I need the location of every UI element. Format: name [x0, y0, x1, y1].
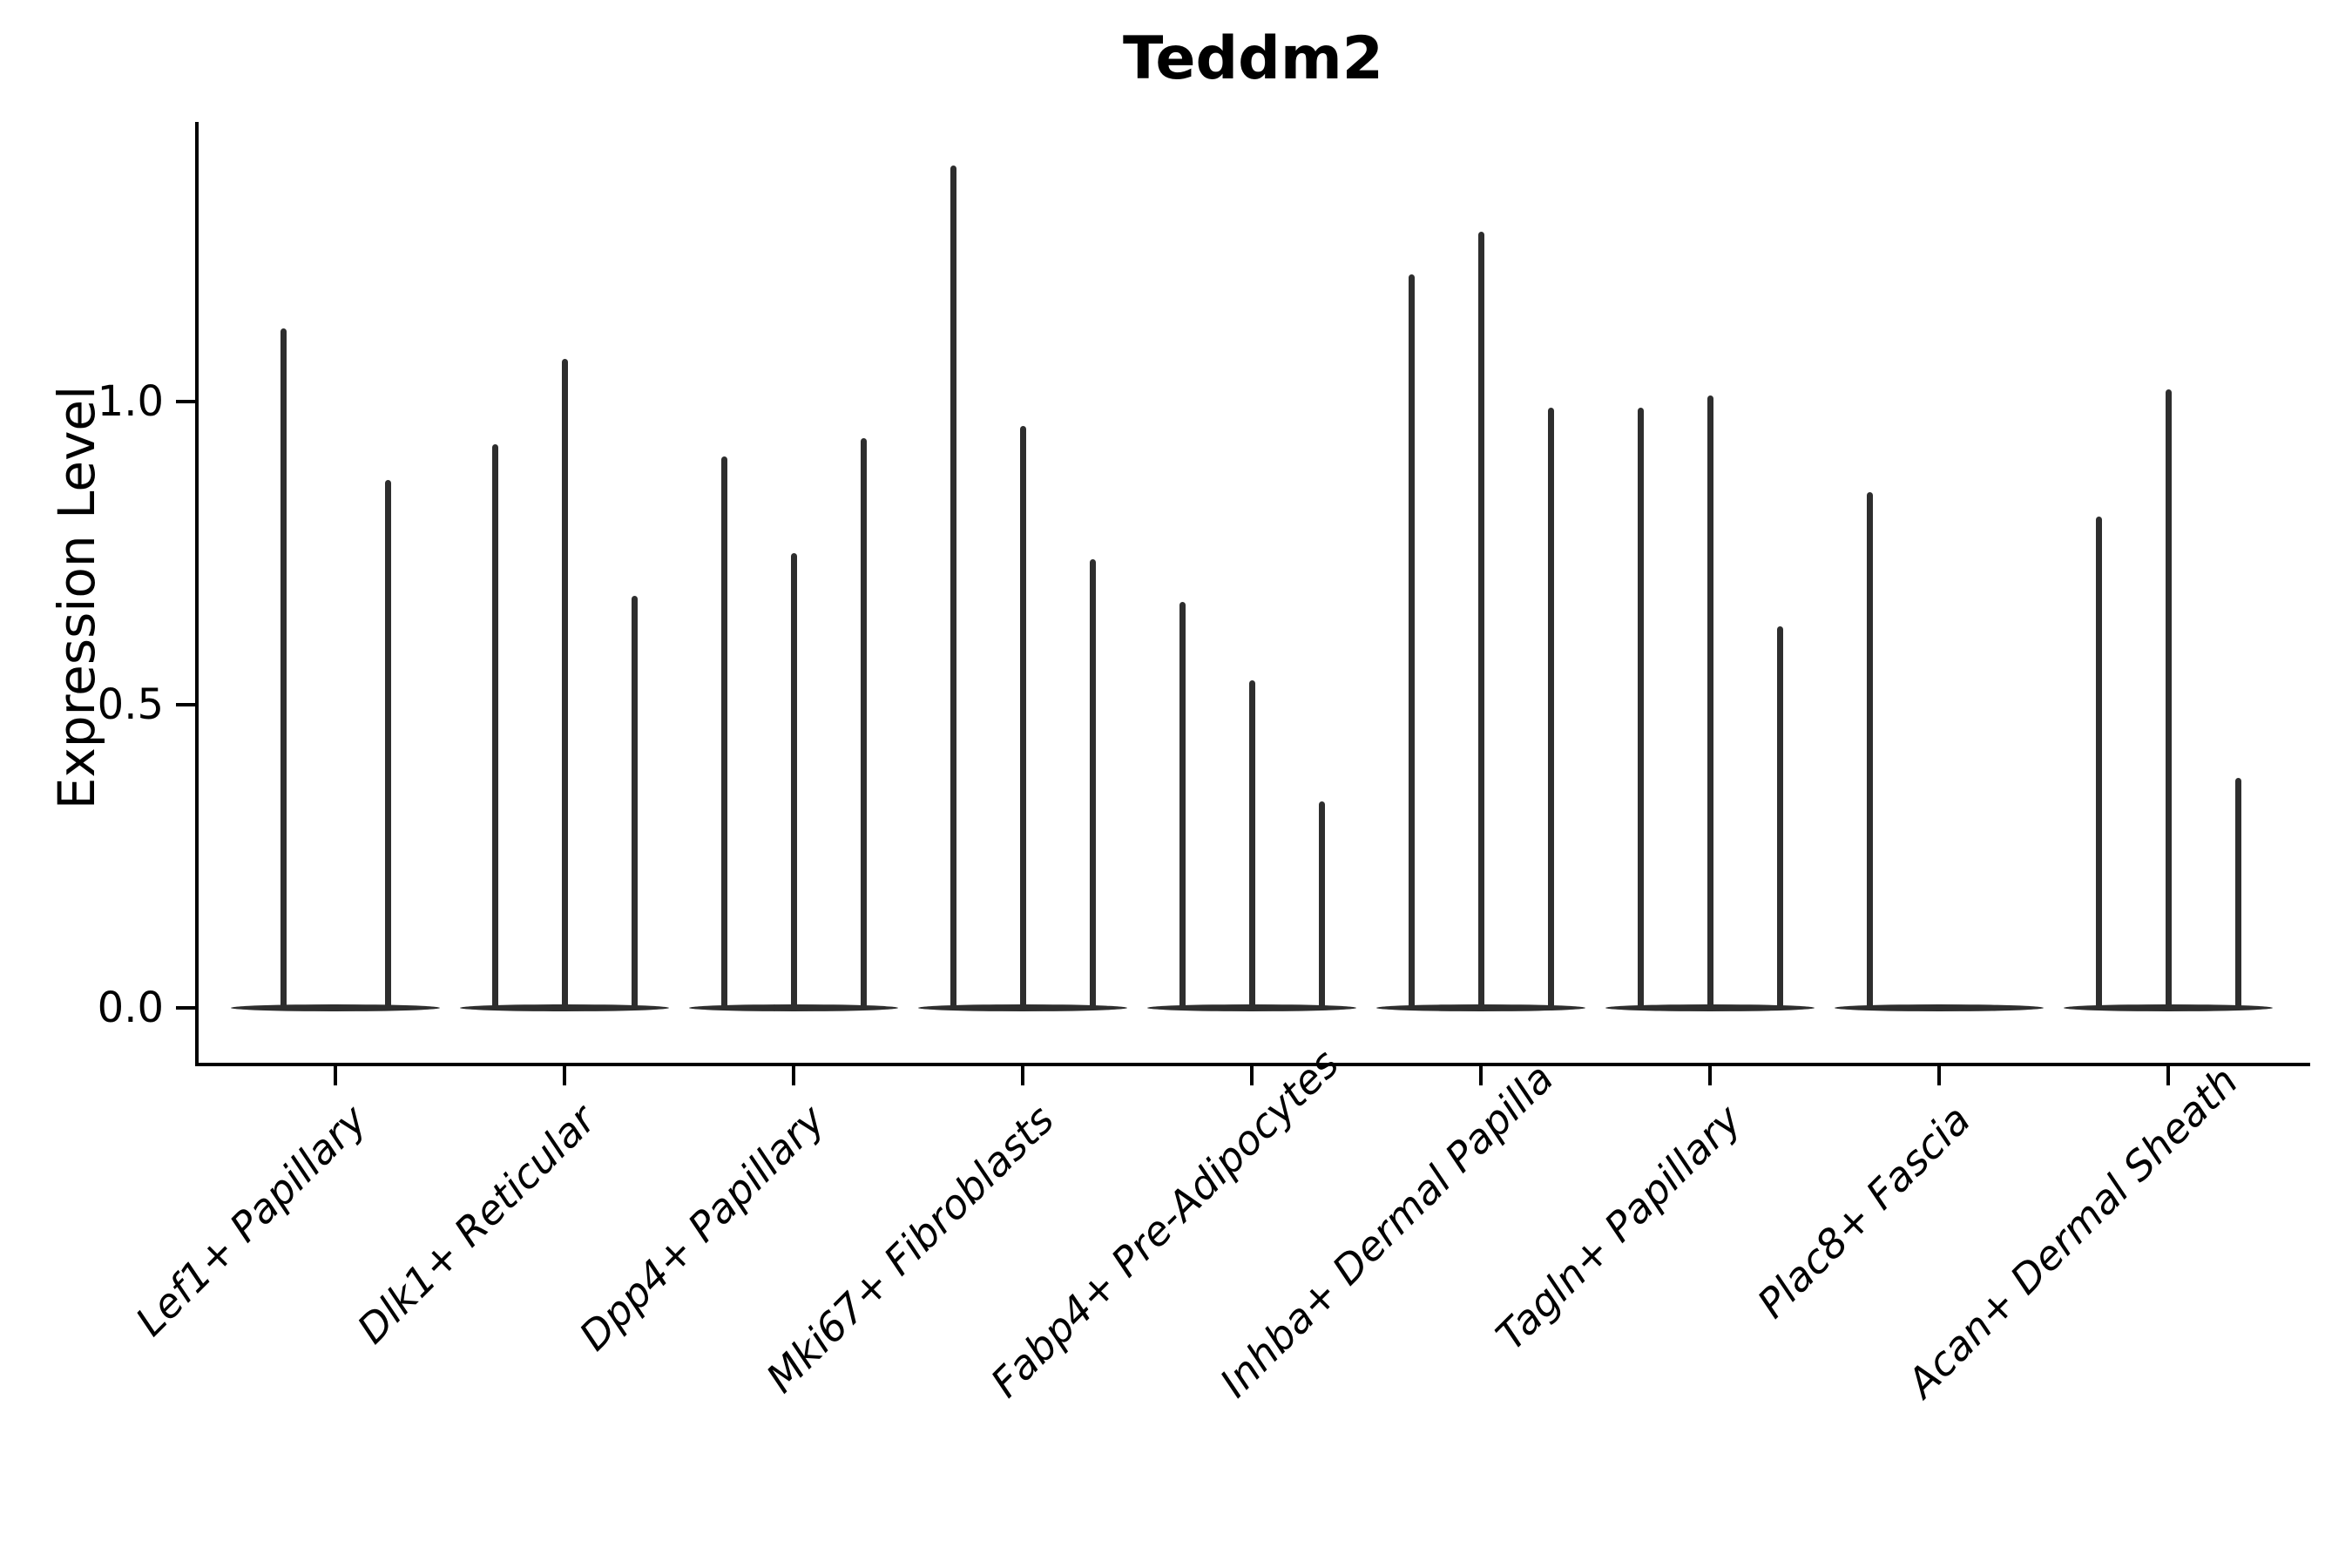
violin-spike — [384, 480, 391, 1008]
y-tick-mark — [176, 1006, 195, 1010]
y-tick-label: 0.0 — [97, 983, 164, 1032]
violin-spike — [1866, 492, 1873, 1008]
violin-spike — [1318, 801, 1325, 1008]
x-tick-mark — [1937, 1066, 1941, 1085]
violin-spike — [720, 456, 727, 1008]
violin-base — [460, 1004, 669, 1011]
violin-spike — [1089, 558, 1096, 1008]
violin-spike — [2165, 389, 2172, 1008]
violin-base — [231, 1004, 440, 1011]
violin-spike — [1776, 625, 1783, 1008]
violin-spike — [561, 359, 568, 1008]
violin-spike — [2234, 777, 2241, 1008]
violin-spike — [2095, 517, 2102, 1008]
violin-spike — [790, 553, 797, 1008]
violin-spike — [491, 443, 498, 1008]
x-tick-mark — [1021, 1066, 1024, 1085]
x-tick-mark — [792, 1066, 795, 1085]
y-axis-spine — [195, 122, 199, 1066]
chart-title: Teddm2 — [1123, 24, 1383, 93]
violin-base — [1835, 1004, 2044, 1011]
violin-base — [918, 1004, 1127, 1011]
violin-spike — [1408, 274, 1415, 1008]
violin-spike — [631, 595, 638, 1008]
violin-spike — [280, 328, 287, 1008]
y-tick-mark — [176, 703, 195, 706]
y-tick-label: 1.0 — [97, 377, 164, 426]
violin-spike — [1019, 425, 1026, 1008]
x-tick-mark — [334, 1066, 337, 1085]
y-axis-label: Expression Level — [47, 385, 106, 810]
x-axis-spine — [195, 1063, 2310, 1066]
violin-base — [1605, 1004, 1815, 1011]
y-tick-mark — [176, 400, 195, 403]
violin-base — [1376, 1004, 1585, 1011]
x-tick-mark — [563, 1066, 566, 1085]
x-tick-mark — [1250, 1066, 1254, 1085]
y-tick-label: 0.5 — [97, 680, 164, 729]
x-tick-mark — [1479, 1066, 1483, 1085]
violin-spike — [860, 437, 867, 1008]
violin-spike — [1637, 407, 1644, 1008]
violin-spike — [1248, 680, 1255, 1008]
violin-base — [689, 1004, 898, 1011]
x-tick-mark — [1708, 1066, 1712, 1085]
violin-spike — [1477, 232, 1484, 1008]
violin-base — [1147, 1004, 1356, 1011]
violin-spike — [1547, 407, 1554, 1008]
violin-spike — [950, 165, 956, 1008]
violin-spike — [1707, 395, 1713, 1008]
violin-spike — [1179, 601, 1186, 1008]
violin-base — [2064, 1004, 2273, 1011]
x-tick-mark — [2166, 1066, 2170, 1085]
